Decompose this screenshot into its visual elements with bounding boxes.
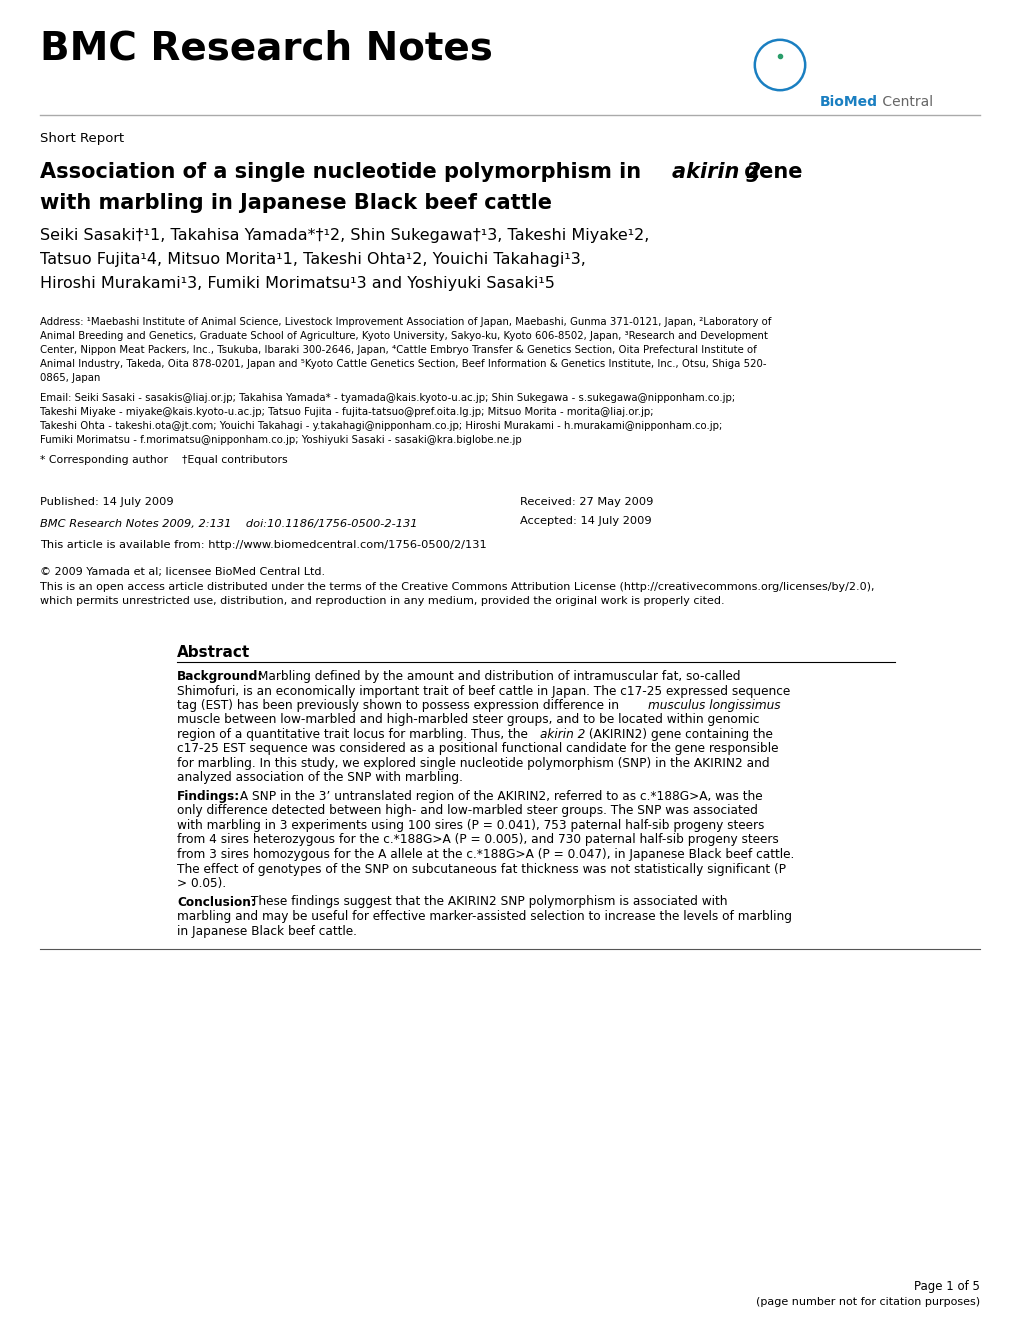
- Text: Shimofuri, is an economically important trait of beef cattle in Japan. The c17-2: Shimofuri, is an economically important …: [177, 685, 790, 698]
- Text: © 2009 Yamada et al; licensee BioMed Central Ltd.: © 2009 Yamada et al; licensee BioMed Cen…: [40, 567, 325, 577]
- Text: in Japanese Black beef cattle.: in Japanese Black beef cattle.: [177, 924, 357, 937]
- Text: (AKIRIN2) gene containing the: (AKIRIN2) gene containing the: [585, 728, 772, 741]
- Text: A SNP in the 3’ untranslated region of the AKIRIN2, referred to as c.*188G>A, wa: A SNP in the 3’ untranslated region of t…: [235, 790, 762, 802]
- Text: BMC Research Notes: BMC Research Notes: [40, 30, 492, 68]
- Text: Hiroshi Murakami¹3, Fumiki Morimatsu¹3 and Yoshiyuki Sasaki¹5: Hiroshi Murakami¹3, Fumiki Morimatsu¹3 a…: [40, 275, 554, 291]
- Text: Page 1 of 5: Page 1 of 5: [913, 1280, 979, 1294]
- Text: BMC Research Notes 2009, 2:131    doi:10.1186/1756-0500-2-131: BMC Research Notes 2009, 2:131 doi:10.11…: [40, 519, 417, 530]
- Text: Open Access: Open Access: [814, 140, 918, 155]
- Text: with marbling in 3 experiments using 100 sires (P = 0.041), 753 paternal half-si: with marbling in 3 experiments using 100…: [177, 820, 763, 831]
- Text: Central: Central: [877, 95, 932, 109]
- Text: analyzed association of the SNP with marbling.: analyzed association of the SNP with mar…: [177, 772, 463, 785]
- Text: c17-25 EST sequence was considered as a positional functional candidate for the : c17-25 EST sequence was considered as a …: [177, 743, 777, 756]
- Text: Email: Seiki Sasaki - sasakis@liaj.or.jp; Takahisa Yamada* - tyamada@kais.kyoto-: Email: Seiki Sasaki - sasakis@liaj.or.jp…: [40, 393, 735, 402]
- Text: (page number not for citation purposes): (page number not for citation purposes): [755, 1298, 979, 1307]
- Text: Center, Nippon Meat Packers, Inc., Tsukuba, Ibaraki 300-2646, Japan, ⁴Cattle Emb: Center, Nippon Meat Packers, Inc., Tsuku…: [40, 346, 756, 355]
- Text: musculus longissimus: musculus longissimus: [647, 699, 780, 712]
- Text: akirin 2: akirin 2: [672, 162, 760, 181]
- Text: Takeshi Ohta - takeshi.ota@jt.com; Youichi Takahagi - y.takahagi@nipponham.co.jp: Takeshi Ohta - takeshi.ota@jt.com; Youic…: [40, 421, 721, 432]
- Text: > 0.05).: > 0.05).: [177, 876, 226, 890]
- Text: only difference detected between high- and low-marbled steer groups. The SNP was: only difference detected between high- a…: [177, 805, 757, 817]
- Text: Seiki Sasaki†¹1, Takahisa Yamada*†¹2, Shin Sukegawa†¹3, Takeshi Miyake¹2,: Seiki Sasaki†¹1, Takahisa Yamada*†¹2, Sh…: [40, 228, 649, 244]
- Text: 0865, Japan: 0865, Japan: [40, 373, 100, 383]
- Text: with marbling in Japanese Black beef cattle: with marbling in Japanese Black beef cat…: [40, 193, 551, 213]
- Text: region of a quantitative trait locus for marbling. Thus, the: region of a quantitative trait locus for…: [177, 728, 531, 741]
- Text: Animal Industry, Takeda, Oita 878-0201, Japan and ⁵Kyoto Cattle Genetics Section: Animal Industry, Takeda, Oita 878-0201, …: [40, 359, 765, 369]
- Text: akirin 2: akirin 2: [539, 728, 585, 741]
- Text: from 4 sires heterozygous for the c.*188G>A (P = 0.005), and 730 paternal half-s: from 4 sires heterozygous for the c.*188…: [177, 834, 777, 846]
- Text: Received: 27 May 2009: Received: 27 May 2009: [520, 496, 653, 507]
- Text: gene: gene: [737, 162, 802, 181]
- Text: Findings:: Findings:: [177, 790, 240, 802]
- Text: The effect of genotypes of the SNP on subcutaneous fat thickness was not statist: The effect of genotypes of the SNP on su…: [177, 862, 786, 875]
- Text: Background:: Background:: [177, 670, 263, 683]
- Text: tag (EST) has been previously shown to possess expression difference in: tag (EST) has been previously shown to p…: [177, 699, 623, 712]
- Text: for marbling. In this study, we explored single nucleotide polymorphism (SNP) in: for marbling. In this study, we explored…: [177, 757, 769, 771]
- Text: from 3 sires homozygous for the A allele at the c.*188G>A (P = 0.047), in Japane: from 3 sires homozygous for the A allele…: [177, 847, 794, 861]
- Text: marbling and may be useful for effective marker-assisted selection to increase t: marbling and may be useful for effective…: [177, 910, 791, 923]
- Text: * Corresponding author    †Equal contributors: * Corresponding author †Equal contributo…: [40, 455, 287, 465]
- Text: These findings suggest that the AKIRIN2 SNP polymorphism is associated with: These findings suggest that the AKIRIN2 …: [247, 895, 727, 908]
- Text: Tatsuo Fujita¹4, Mitsuo Morita¹1, Takeshi Ohta¹2, Youichi Takahagi¹3,: Tatsuo Fujita¹4, Mitsuo Morita¹1, Takesh…: [40, 252, 585, 267]
- Text: Published: 14 July 2009: Published: 14 July 2009: [40, 496, 173, 507]
- Text: Fumiki Morimatsu - f.morimatsu@nipponham.co.jp; Yoshiyuki Sasaki - sasaki@kra.bi: Fumiki Morimatsu - f.morimatsu@nipponham…: [40, 436, 522, 445]
- Text: Abstract: Abstract: [177, 645, 250, 659]
- Text: which permits unrestricted use, distribution, and reproduction in any medium, pr: which permits unrestricted use, distribu…: [40, 596, 723, 606]
- Text: Animal Breeding and Genetics, Graduate School of Agriculture, Kyoto University, : Animal Breeding and Genetics, Graduate S…: [40, 331, 767, 342]
- Text: This is an open access article distributed under the terms of the Creative Commo: This is an open access article distribut…: [40, 583, 873, 592]
- Text: Association of a single nucleotide polymorphism in: Association of a single nucleotide polym…: [40, 162, 648, 181]
- Text: Address: ¹Maebashi Institute of Animal Science, Livestock Improvement Associatio: Address: ¹Maebashi Institute of Animal S…: [40, 316, 770, 327]
- Text: Takeshi Miyake - miyake@kais.kyoto-u.ac.jp; Tatsuo Fujita - fujita-tatsuo@pref.o: Takeshi Miyake - miyake@kais.kyoto-u.ac.…: [40, 406, 653, 417]
- Text: Conclusion:: Conclusion:: [177, 895, 256, 908]
- Text: Marbling defined by the amount and distribution of intramuscular fat, so-called: Marbling defined by the amount and distr…: [254, 670, 740, 683]
- Text: Accepted: 14 July 2009: Accepted: 14 July 2009: [520, 516, 651, 526]
- Text: Short Report: Short Report: [40, 132, 124, 146]
- Text: BioMed: BioMed: [819, 95, 877, 109]
- Text: This article is available from: http://www.biomedcentral.com/1756-0500/2/131: This article is available from: http://w…: [40, 540, 486, 549]
- Text: muscle between low-marbled and high-marbled steer groups, and to be located with: muscle between low-marbled and high-marb…: [177, 714, 759, 727]
